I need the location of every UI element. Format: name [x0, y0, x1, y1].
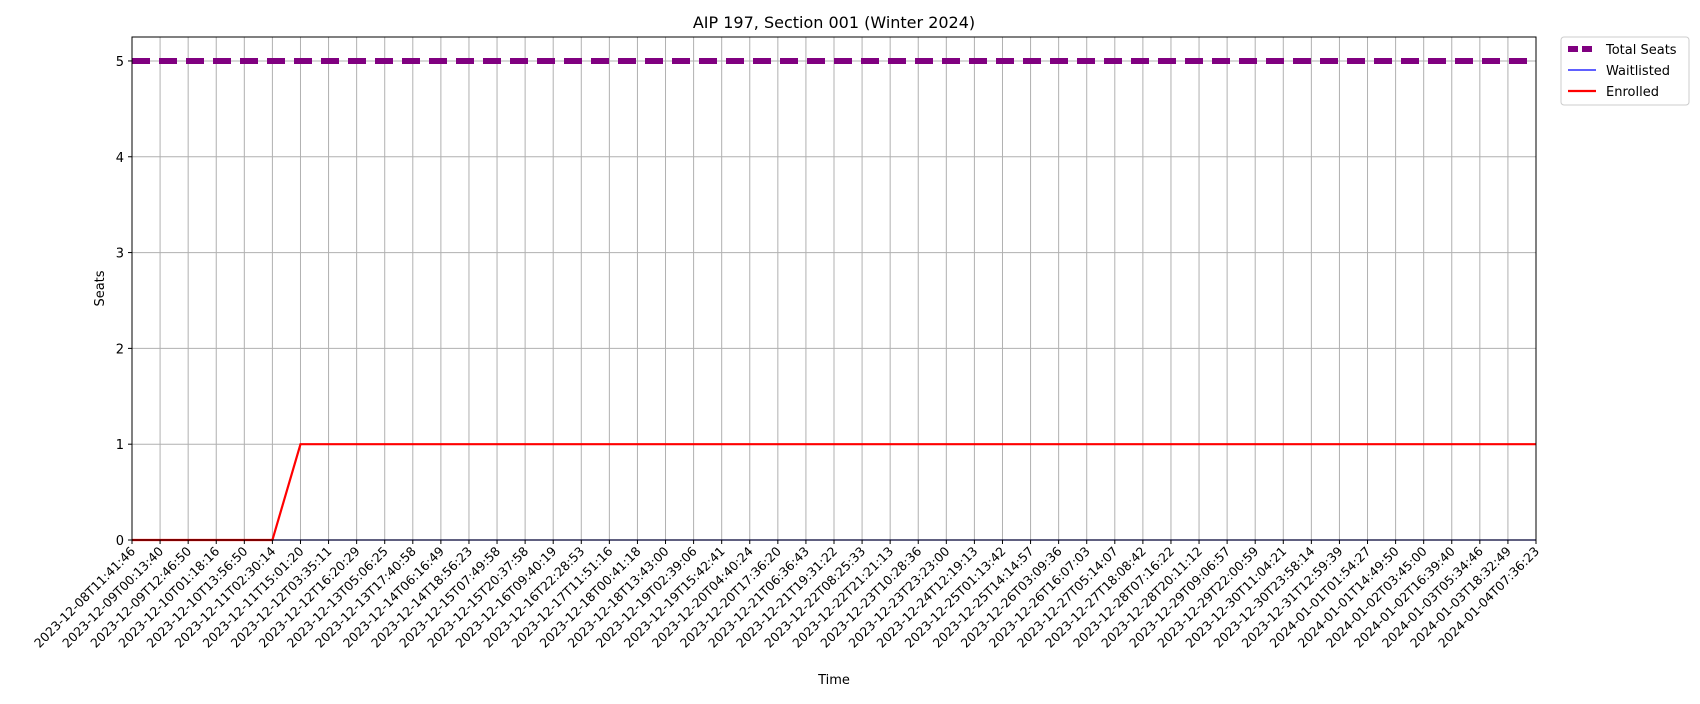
- y-axis-label: Seats: [93, 270, 108, 306]
- y-tick-label: 0: [116, 534, 124, 549]
- legend-label: Waitlisted: [1606, 64, 1670, 79]
- legend-label: Total Seats: [1605, 43, 1677, 58]
- chart-legend: Total Seats Waitlisted Enrolled: [1560, 36, 1690, 106]
- y-tick-label: 2: [116, 342, 124, 357]
- y-tick-label: 1: [116, 438, 124, 453]
- y-tick-label: 3: [116, 247, 124, 262]
- chart-title: AIP 197, Section 001 (Winter 2024): [693, 13, 975, 32]
- series-line-enrolled: [132, 443, 1536, 542]
- y-tick-label: 5: [116, 55, 124, 70]
- legend-frame: [1560, 36, 1690, 106]
- legend-label: Enrolled: [1606, 85, 1659, 100]
- y-tick-label: 4: [116, 151, 124, 166]
- x-axis-label: Time: [817, 673, 850, 688]
